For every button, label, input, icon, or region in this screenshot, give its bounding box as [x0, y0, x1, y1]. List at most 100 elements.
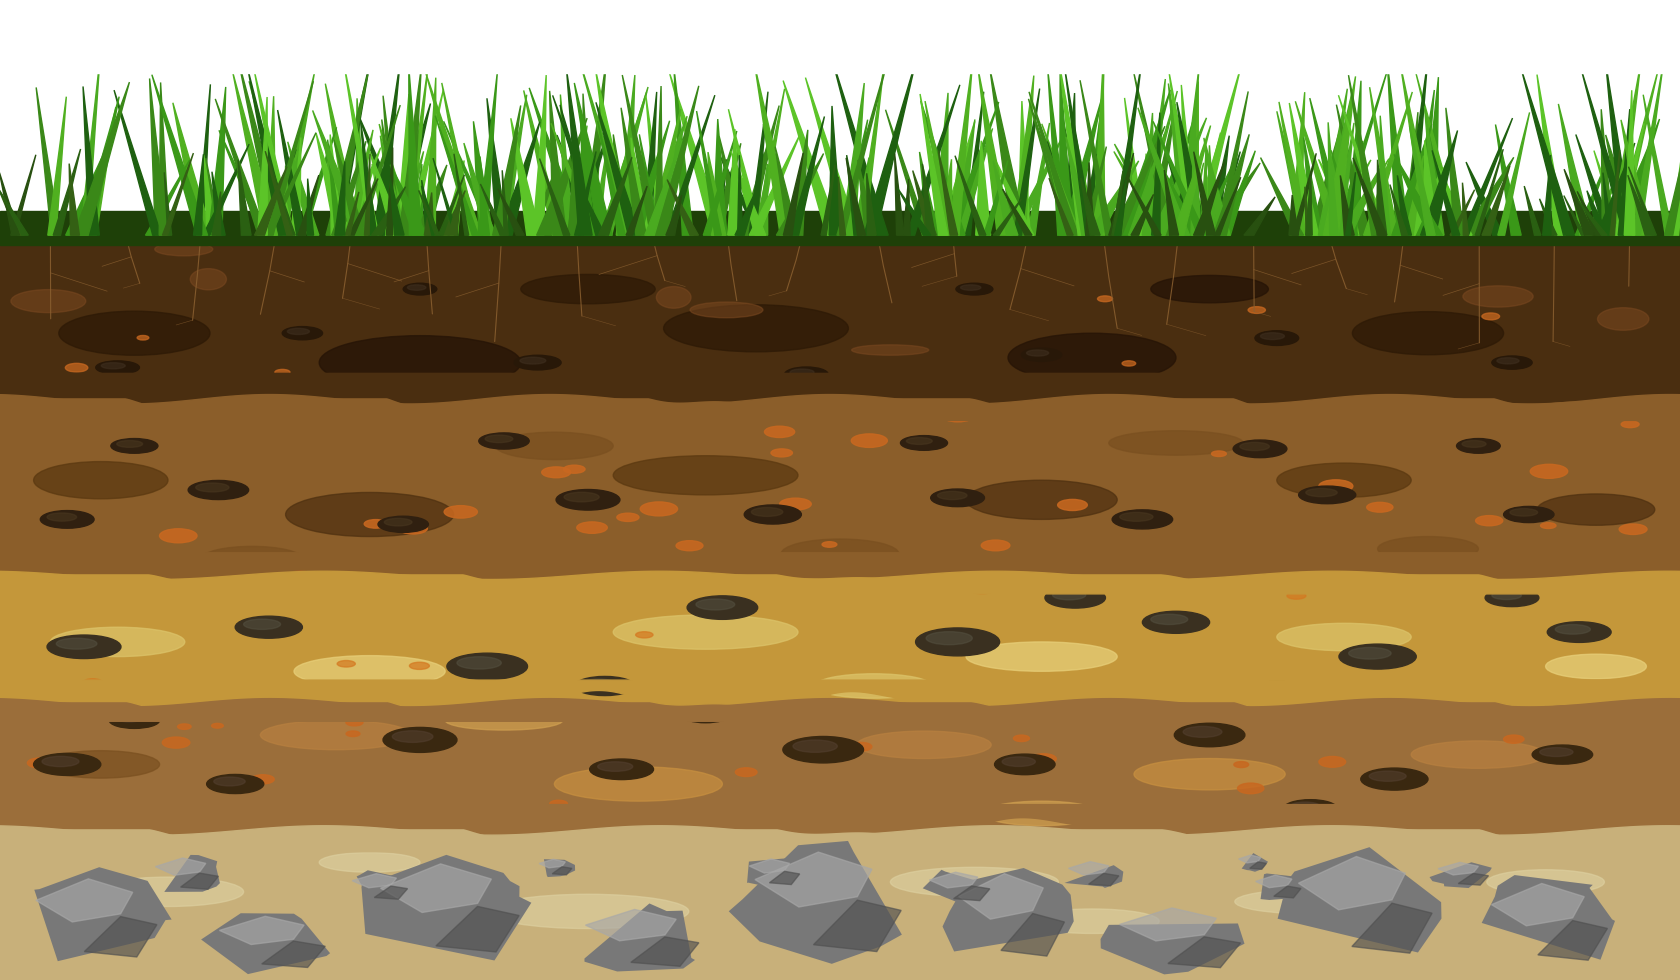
Polygon shape — [1260, 158, 1304, 235]
Polygon shape — [1594, 151, 1625, 235]
Polygon shape — [1618, 109, 1630, 235]
Polygon shape — [427, 74, 482, 235]
Polygon shape — [1206, 135, 1230, 235]
Polygon shape — [586, 197, 605, 235]
Polygon shape — [738, 155, 743, 235]
Ellipse shape — [1025, 909, 1159, 933]
Polygon shape — [1603, 172, 1613, 235]
Polygon shape — [749, 858, 790, 873]
Polygon shape — [433, 158, 459, 235]
Polygon shape — [1144, 128, 1194, 235]
Ellipse shape — [1290, 802, 1320, 810]
Polygon shape — [160, 82, 170, 235]
Ellipse shape — [34, 462, 168, 499]
Polygon shape — [487, 98, 507, 235]
Polygon shape — [1458, 873, 1488, 885]
Polygon shape — [444, 122, 497, 235]
Ellipse shape — [1151, 275, 1268, 303]
Polygon shape — [719, 154, 764, 235]
Polygon shape — [1329, 122, 1339, 235]
Polygon shape — [1404, 156, 1423, 235]
Polygon shape — [1339, 159, 1389, 235]
Polygon shape — [212, 172, 225, 235]
Polygon shape — [151, 74, 208, 235]
Polygon shape — [758, 164, 768, 235]
Polygon shape — [613, 134, 632, 235]
Polygon shape — [709, 143, 741, 235]
Polygon shape — [585, 904, 696, 971]
Ellipse shape — [657, 286, 690, 309]
Ellipse shape — [294, 656, 445, 687]
Ellipse shape — [1277, 623, 1411, 651]
Polygon shape — [559, 105, 600, 235]
Ellipse shape — [66, 364, 87, 372]
Polygon shape — [897, 188, 931, 235]
Polygon shape — [511, 119, 541, 235]
Polygon shape — [1601, 109, 1613, 235]
Polygon shape — [276, 73, 314, 235]
Polygon shape — [837, 61, 887, 235]
Polygon shape — [480, 157, 489, 235]
Polygon shape — [549, 91, 566, 235]
Polygon shape — [356, 105, 400, 235]
Polygon shape — [344, 130, 373, 235]
Polygon shape — [1168, 161, 1200, 235]
Ellipse shape — [1211, 451, 1226, 457]
Ellipse shape — [1537, 494, 1655, 525]
Polygon shape — [0, 805, 1680, 840]
Polygon shape — [1213, 134, 1250, 235]
Polygon shape — [365, 154, 370, 235]
Polygon shape — [492, 106, 521, 235]
Polygon shape — [847, 155, 862, 235]
Ellipse shape — [1255, 330, 1299, 346]
Ellipse shape — [771, 449, 793, 457]
Polygon shape — [788, 130, 808, 235]
Polygon shape — [269, 161, 296, 235]
Ellipse shape — [195, 483, 228, 492]
Polygon shape — [408, 67, 422, 235]
Ellipse shape — [1541, 522, 1556, 528]
Polygon shape — [1317, 89, 1347, 235]
Polygon shape — [1191, 69, 1240, 235]
Polygon shape — [539, 159, 570, 235]
Polygon shape — [921, 101, 964, 235]
Polygon shape — [622, 151, 635, 235]
Polygon shape — [847, 158, 865, 235]
Ellipse shape — [447, 653, 528, 680]
Polygon shape — [1625, 90, 1635, 235]
Polygon shape — [1250, 862, 1267, 869]
Ellipse shape — [744, 505, 801, 524]
Polygon shape — [568, 161, 578, 235]
Polygon shape — [529, 88, 585, 235]
Ellipse shape — [907, 437, 932, 444]
Polygon shape — [383, 96, 402, 235]
Ellipse shape — [764, 426, 795, 437]
Polygon shape — [1289, 103, 1319, 235]
Polygon shape — [580, 63, 633, 235]
Polygon shape — [1352, 158, 1386, 235]
Polygon shape — [1191, 118, 1201, 235]
Polygon shape — [375, 886, 408, 900]
Polygon shape — [1198, 163, 1233, 235]
Polygon shape — [984, 139, 1033, 235]
Ellipse shape — [47, 513, 77, 521]
Polygon shape — [568, 135, 583, 235]
Polygon shape — [1305, 187, 1310, 235]
Ellipse shape — [188, 480, 249, 500]
Polygon shape — [180, 873, 218, 889]
Ellipse shape — [541, 466, 571, 477]
Ellipse shape — [1559, 628, 1571, 632]
Ellipse shape — [116, 714, 143, 722]
Polygon shape — [1048, 71, 1068, 235]
Polygon shape — [388, 104, 430, 235]
Ellipse shape — [941, 410, 974, 421]
Polygon shape — [1398, 175, 1411, 235]
Polygon shape — [1201, 149, 1208, 235]
Polygon shape — [748, 858, 800, 888]
Polygon shape — [239, 62, 286, 235]
Ellipse shape — [549, 801, 568, 808]
Ellipse shape — [1598, 308, 1648, 330]
Polygon shape — [1169, 74, 1200, 235]
Polygon shape — [348, 178, 378, 235]
Polygon shape — [1542, 155, 1551, 235]
